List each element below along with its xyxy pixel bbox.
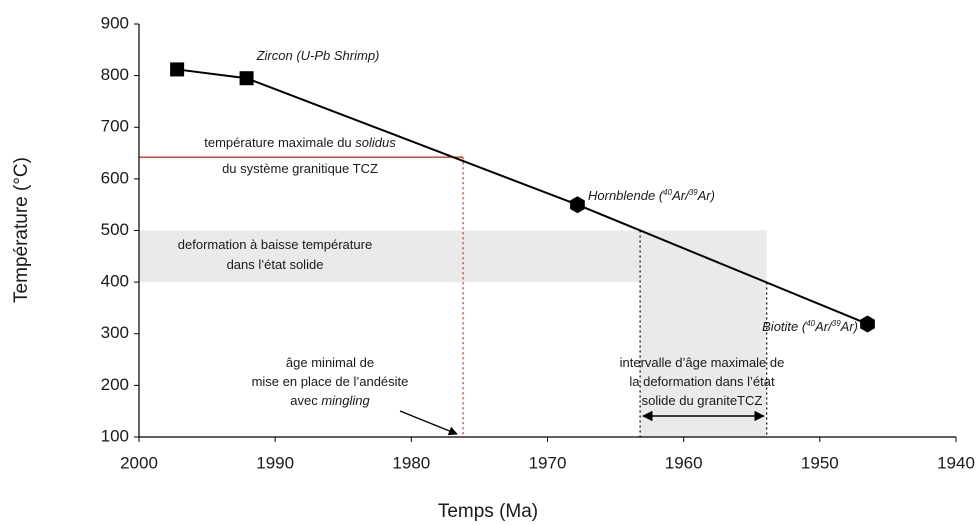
age-arrow <box>399 410 458 436</box>
x-axis-label: Temps (Ma) <box>438 501 538 522</box>
annotation: deformation à baisse température <box>178 237 372 252</box>
y-tick-label: 700 <box>101 117 129 136</box>
annotation-part: température maximale du <box>204 135 355 150</box>
y-tick-label: 200 <box>101 375 129 394</box>
annotation: dans l’état solide <box>227 257 324 272</box>
y-tick-label: 500 <box>101 220 129 239</box>
annotation: âge minimal de <box>286 355 374 370</box>
annotation-part: du système granitique TCZ <box>222 161 378 176</box>
annotation: la deformation dans l’état <box>629 374 775 389</box>
temperature-band <box>139 230 641 283</box>
hexagon-marker <box>570 196 585 214</box>
x-tick-label: 1940 <box>937 453 975 472</box>
age-interval <box>640 230 767 437</box>
y-tick-label: 300 <box>101 323 129 342</box>
annotation-part: solide du graniteTCZ <box>642 393 763 408</box>
square-marker <box>239 71 254 86</box>
square-marker <box>170 62 185 77</box>
annotation-part: mise en place de l’andésite <box>252 374 409 389</box>
annotation-part: Ar) <box>697 188 715 203</box>
annotation-part: 39 <box>689 188 698 197</box>
annotation-part: 40 <box>806 319 815 328</box>
annotation-part: deformation à baisse température <box>178 237 372 252</box>
annotation: solide du graniteTCZ <box>642 393 763 408</box>
x-tick-label: 1990 <box>256 453 294 472</box>
x-tick-label: 1950 <box>801 453 839 472</box>
hexagon-marker <box>860 315 875 333</box>
annotation-part: 39 <box>832 319 841 328</box>
y-axis-label: Température (°C) <box>11 157 32 303</box>
annotation: intervalle d’âge maximale de <box>620 355 785 370</box>
x-tick-label: 2000 <box>120 453 158 472</box>
annotation-part: Zircon (U-Pb Shrimp) <box>256 48 380 63</box>
annotation: Hornblende (40Ar/39Ar) <box>588 188 715 204</box>
annotation-part: avec <box>290 393 321 408</box>
x-tick-label: 1980 <box>392 453 430 472</box>
annotation: Biotite (40Ar/39Ar) <box>762 319 858 335</box>
annotation-part: Hornblende ( <box>588 188 665 203</box>
annotation-part: la deformation dans l’état <box>629 374 775 389</box>
annotation: température maximale du solidus <box>204 135 396 150</box>
annotation-part: solidus <box>355 135 396 150</box>
annotation: Zircon (U-Pb Shrimp) <box>256 48 380 63</box>
x-tick-label: 1970 <box>529 453 567 472</box>
annotation-part: dans l’état solide <box>227 257 324 272</box>
annotation-part: Ar/ <box>671 188 690 203</box>
annotation: mise en place de l’andésite <box>252 374 409 389</box>
annotation-part: âge minimal de <box>286 355 374 370</box>
y-tick-label: 900 <box>101 13 129 32</box>
annotation: avec mingling <box>290 393 370 408</box>
y-tick-label: 400 <box>101 272 129 291</box>
annotation-part: Biotite ( <box>762 319 808 334</box>
annotation: du système granitique TCZ <box>222 161 378 176</box>
y-tick-label: 600 <box>101 168 129 187</box>
x-tick-label: 1960 <box>665 453 703 472</box>
y-tick-label: 800 <box>101 65 129 84</box>
annotation-part: Ar/ <box>814 319 833 334</box>
annotation-part: 40 <box>663 188 672 197</box>
annotation-part: Ar) <box>840 319 858 334</box>
y-tick-label: 100 <box>101 426 129 445</box>
annotation-part: intervalle d’âge maximale de <box>620 355 785 370</box>
annotation-part: mingling <box>321 393 370 408</box>
data-line <box>177 68 868 325</box>
